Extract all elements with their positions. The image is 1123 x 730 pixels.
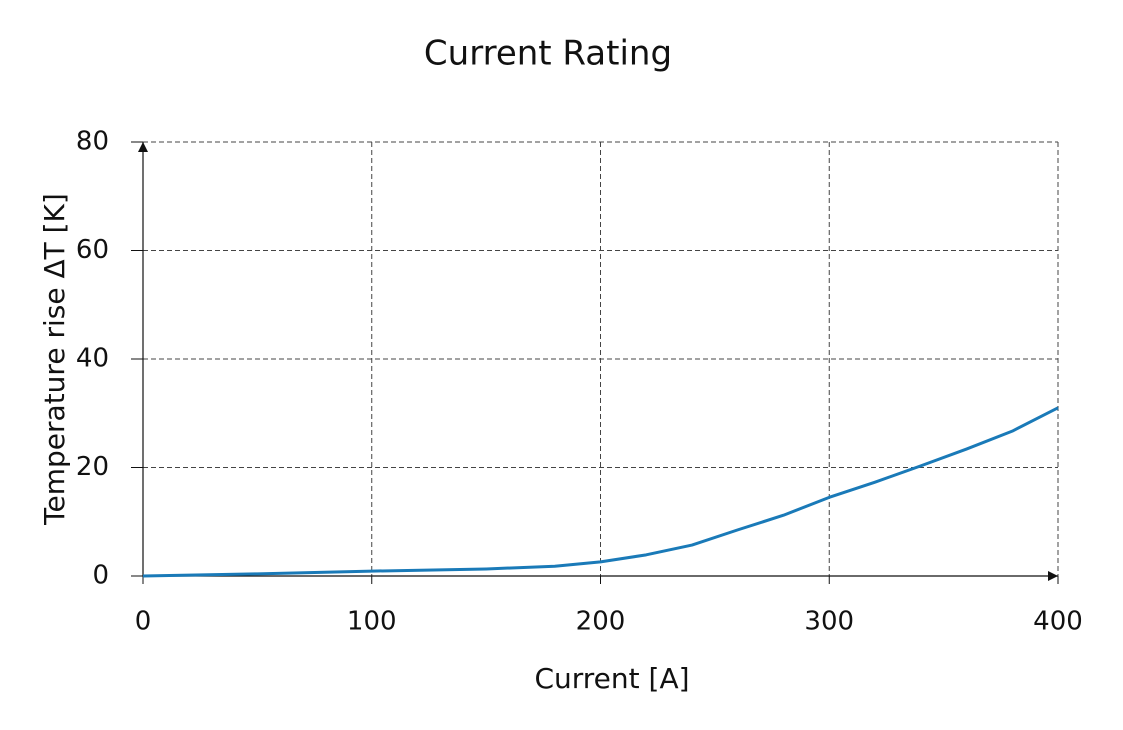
x-tick-label: 400	[1033, 607, 1083, 637]
y-tick-label: 40	[76, 344, 109, 374]
x-axis-label: Current [A]	[534, 662, 689, 695]
x-tick-label: 200	[576, 607, 626, 637]
y-tick-label: 0	[92, 561, 109, 591]
chart-title: Current Rating	[424, 34, 672, 74]
line-series	[142, 406, 1059, 578]
y-tick-label: 80	[76, 127, 109, 157]
x-tick-label: 300	[804, 607, 854, 637]
x-tick-label: 100	[347, 607, 397, 637]
y-axis-label: Temperature rise ΔT [K]	[38, 193, 71, 526]
x-tick-label: 0	[135, 607, 152, 637]
y-tick-label: 60	[76, 235, 109, 265]
y-tick-label: 20	[76, 452, 109, 482]
